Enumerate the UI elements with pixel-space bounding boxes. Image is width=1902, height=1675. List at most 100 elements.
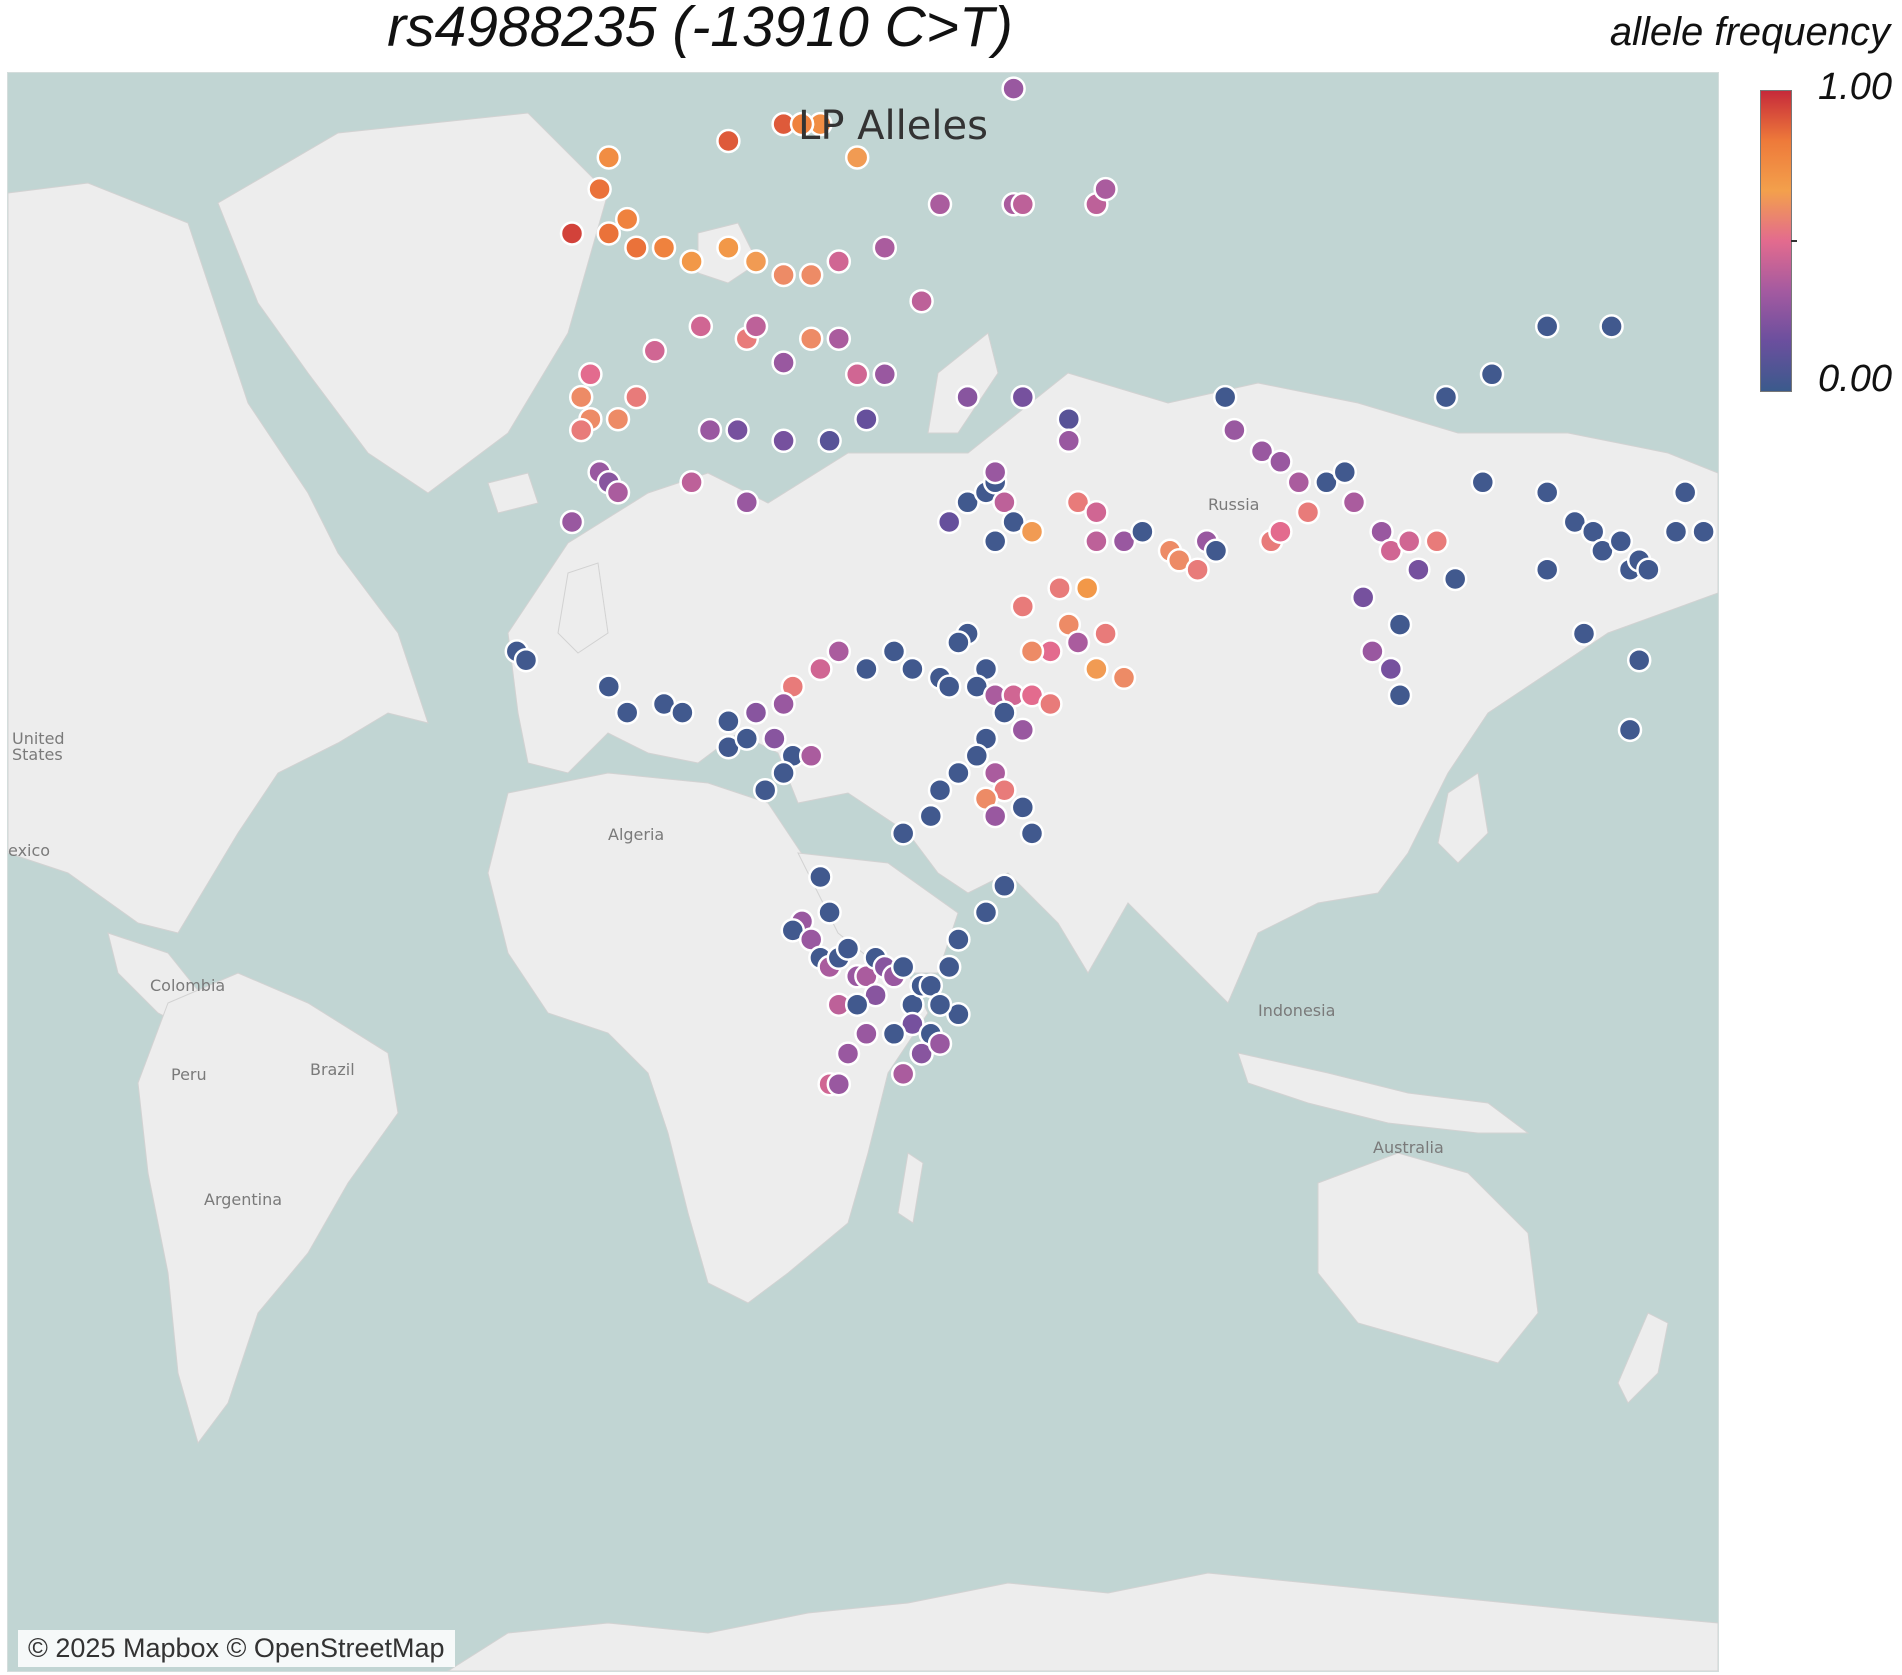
sample-point-138[interactable] [1065,490,1091,515]
sample-point-168[interactable] [743,700,769,725]
sample-point-237[interactable] [890,1061,916,1087]
sample-point-25[interactable] [624,235,649,260]
sample-point-147[interactable] [1185,557,1210,582]
sample-point-28[interactable] [716,235,741,260]
sample-point-48[interactable] [844,362,870,387]
sample-point-112[interactable] [1599,314,1624,339]
sample-point-109[interactable] [1433,384,1459,410]
sample-point-182[interactable] [752,777,778,803]
sample-point-93[interactable] [1534,480,1560,505]
sample-point-228[interactable] [992,873,1017,899]
sample-point-83[interactable] [1396,529,1422,554]
sample-point-86[interactable] [1406,557,1431,582]
sample-point-38[interactable] [1093,176,1118,202]
sample-point-162[interactable] [881,639,907,664]
sample-point-172[interactable] [596,674,622,699]
sample-point-146[interactable] [1203,538,1229,564]
sample-point-89[interactable] [1360,639,1385,664]
sample-point-111[interactable] [1534,314,1560,339]
sample-point-29[interactable] [743,249,769,274]
sample-point-32[interactable] [826,249,852,274]
sample-point-27[interactable] [679,249,704,274]
sample-point-163[interactable] [854,656,879,682]
sample-point-107[interactable] [1571,621,1597,646]
sample-point-26[interactable] [651,235,677,260]
sample-point-155[interactable] [1019,639,1045,664]
sample-point-200[interactable] [946,760,971,786]
sample-point-23[interactable] [596,221,622,246]
sample-point-198[interactable] [1010,795,1036,820]
sample-point-149[interactable] [1047,575,1072,601]
sample-point-49[interactable] [955,384,980,410]
sample-point-181[interactable] [771,760,796,786]
sample-point-43[interactable] [743,314,769,339]
sample-point-87[interactable] [1442,566,1468,592]
sample-point-74[interactable] [1286,470,1312,495]
sample-point-101[interactable] [1636,557,1661,582]
sample-point-106[interactable] [1672,480,1698,505]
sample-point-227[interactable] [973,900,999,925]
sample-point-36[interactable] [1010,192,1036,217]
sample-point-24[interactable] [614,206,640,232]
sample-point-108[interactable] [1626,647,1652,673]
sample-point-66[interactable] [605,480,631,505]
sample-point-60[interactable] [725,417,750,443]
sample-point-39[interactable] [909,288,934,314]
sample-point-84[interactable] [1424,529,1450,554]
sample-point-205[interactable] [817,900,842,925]
sample-point-19[interactable] [844,145,870,170]
sample-point-236[interactable] [909,1041,934,1066]
sample-point-57[interactable] [605,406,631,432]
sample-point-34[interactable] [927,192,953,217]
sample-point-69[interactable] [734,490,760,515]
sample-point-95[interactable] [1580,519,1606,544]
sample-point-212[interactable] [835,936,861,961]
sample-point-68[interactable] [679,470,704,495]
sample-point-52[interactable] [1056,428,1082,454]
sample-point-53[interactable] [578,362,603,387]
map-attribution[interactable]: © 2025 Mapbox © OpenStreetMap [18,1630,455,1667]
sample-point-92[interactable] [1470,470,1496,495]
sample-point-22[interactable] [559,221,585,246]
sample-point-41[interactable] [642,338,668,364]
sample-point-96[interactable] [1534,557,1560,582]
sample-point-177[interactable] [734,726,760,751]
sample-point-130[interactable] [955,490,980,515]
sample-point-7[interactable] [1001,76,1026,101]
sample-point-33[interactable] [872,235,898,260]
sample-point-30[interactable] [771,262,796,288]
sample-point-59[interactable] [697,417,723,443]
sample-point-180[interactable] [798,743,824,769]
sample-point-47[interactable] [872,362,898,387]
sample-point-175[interactable] [670,700,695,725]
sample-point-72[interactable] [1249,439,1275,464]
sample-point-77[interactable] [1295,499,1321,525]
sample-point-156[interactable] [1084,656,1109,682]
sample-point-184[interactable] [936,674,962,699]
sample-point-183[interactable] [900,656,925,682]
sample-point-153[interactable] [1093,621,1118,646]
sample-point-189[interactable] [1038,691,1063,717]
sample-point-152[interactable] [1065,630,1091,655]
sample-point-75[interactable] [1314,470,1339,495]
sample-point-80[interactable] [1341,490,1367,515]
sample-point-51[interactable] [1056,406,1082,432]
sample-point-129[interactable] [936,509,962,535]
sample-point-173[interactable] [614,700,640,725]
sample-point-44[interactable] [771,350,796,375]
sample-point-18[interactable] [789,111,815,137]
sample-point-229[interactable] [900,1011,925,1037]
sample-point-197[interactable] [982,803,1008,829]
sample-point-231[interactable] [881,1021,907,1047]
sample-point-71[interactable] [1222,417,1247,443]
sample-point-81[interactable] [1369,519,1394,544]
sample-point-225[interactable] [936,954,962,980]
sample-point-240[interactable] [927,992,953,1017]
sample-point-218[interactable] [890,954,916,980]
sample-point-139[interactable] [1084,499,1109,525]
sample-point-90[interactable] [1378,656,1404,682]
sample-point-31[interactable] [798,262,824,288]
sample-point-165[interactable] [808,656,833,682]
sample-point-238[interactable] [927,1031,953,1056]
sample-point-98[interactable] [1608,529,1634,554]
